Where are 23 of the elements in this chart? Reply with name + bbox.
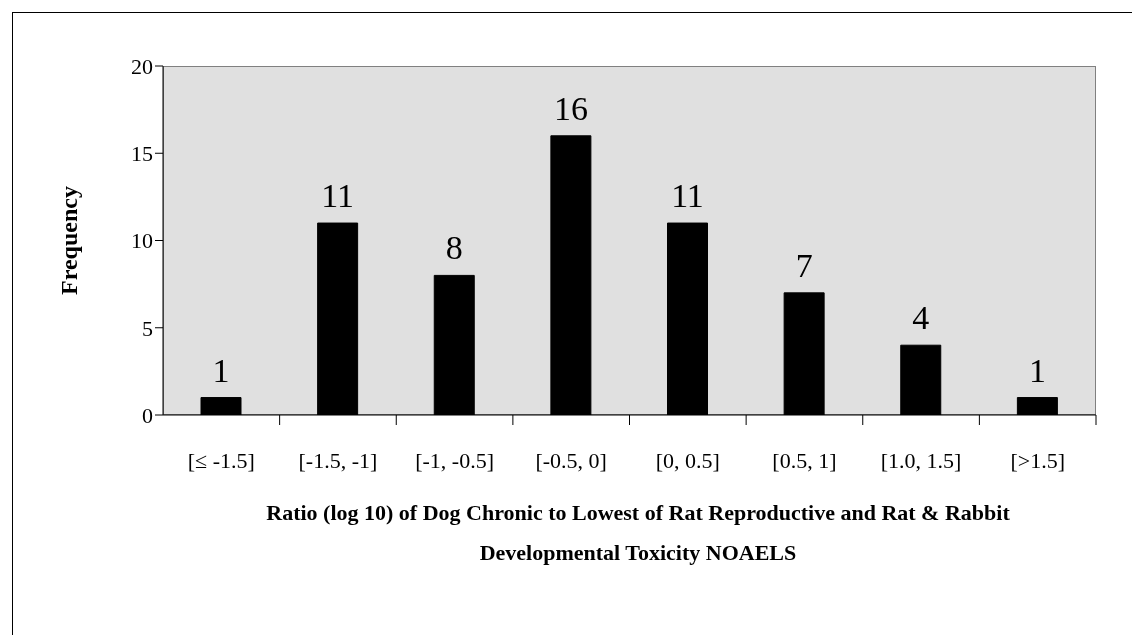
data-label: 1: [1028, 351, 1046, 389]
y-tick-label: 10: [131, 228, 153, 254]
data-label: 11: [321, 177, 354, 215]
x-tick-label: [1.0, 1.5]: [880, 448, 962, 473]
y-tick-label: 20: [131, 53, 153, 79]
data-label: 1: [212, 351, 230, 389]
data-label: 7: [795, 246, 813, 284]
x-tick-label: [0.5, 1]: [772, 448, 837, 473]
x-tick-label: [-0.5, 0]: [535, 448, 607, 473]
y-tick-label: 15: [131, 141, 153, 167]
data-label: 8: [445, 229, 463, 267]
x-tick-label: [-1.5, -1]: [298, 448, 378, 473]
x-tick-label: [>1.5]: [1010, 448, 1065, 473]
y-tick-label: 0: [142, 402, 153, 428]
x-tick-label: [≤ -1.5]: [187, 448, 255, 473]
y-tick-label: 5: [142, 315, 153, 341]
data-label: 16: [553, 89, 588, 127]
x-tick-label: [-1, -0.5]: [415, 448, 494, 473]
data-label: 4: [912, 299, 930, 337]
y-axis-title: Frequency: [55, 186, 82, 295]
x-tick-label: [0, 0.5]: [655, 448, 720, 473]
x-axis-title: Ratio (log 10) of Dog Chronic to Lowest of Rat Reproductive and Rat & Rabbit Developmental Toxicity NOAELS: [265, 499, 1011, 567]
data-label: 11: [671, 177, 704, 215]
